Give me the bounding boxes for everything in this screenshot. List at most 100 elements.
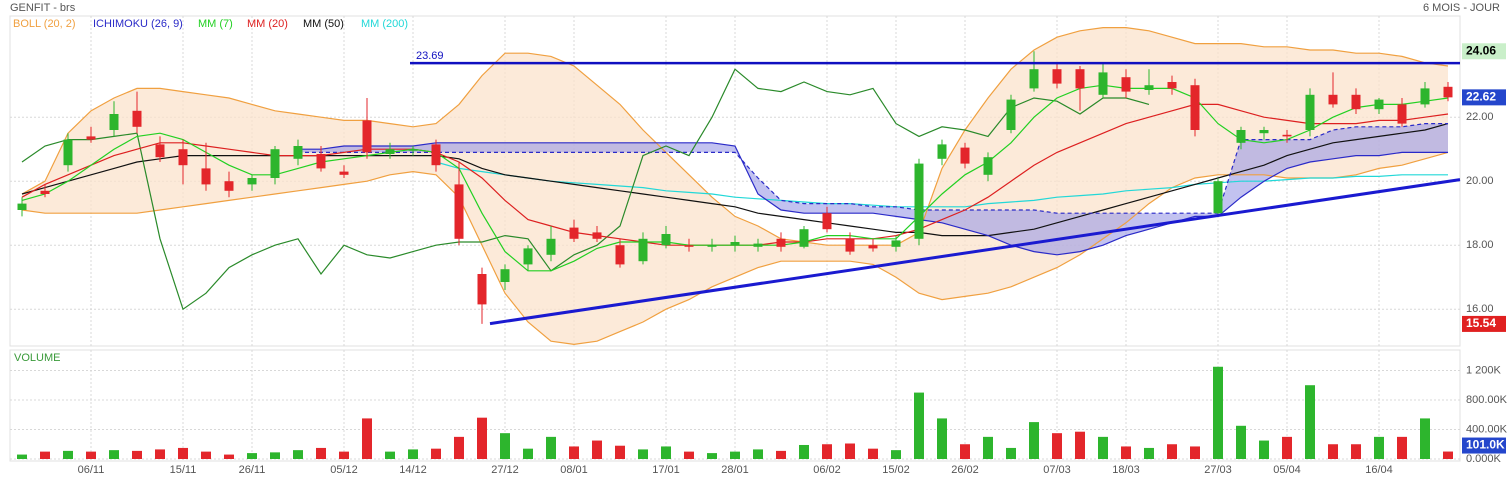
volume-bar	[109, 450, 119, 459]
volume-bar	[408, 449, 418, 459]
x-tick-label: 05/12	[330, 464, 358, 476]
legend-entry: MM (50)	[303, 18, 344, 30]
x-tick-label: 06/11	[78, 464, 105, 476]
candle-body	[385, 149, 395, 154]
y-tick-label: 22.00	[1466, 111, 1494, 123]
volume-bar	[1052, 433, 1062, 459]
candle-body	[1305, 94, 1315, 130]
volume-bar	[477, 417, 487, 459]
candle-body	[1006, 99, 1016, 130]
volume-bar	[891, 450, 901, 459]
volume-bar	[17, 454, 27, 459]
y-tick-label: 1 200K	[1466, 364, 1502, 376]
volume-bar	[293, 450, 303, 459]
candle-body	[431, 144, 441, 166]
volume-bar	[1305, 385, 1315, 459]
volume-bar	[454, 436, 464, 459]
candle-body	[1259, 130, 1269, 134]
candle-body	[454, 184, 464, 239]
ichimoku-cloud	[298, 123, 1448, 255]
price-marker-label: 15.54	[1466, 316, 1496, 330]
volume-bar	[1397, 436, 1407, 459]
candle-body	[1374, 99, 1384, 110]
x-tick-label: 05/04	[1273, 464, 1301, 476]
candle-body	[201, 168, 211, 185]
candle-body	[1098, 72, 1108, 95]
x-tick-label: 16/04	[1365, 464, 1393, 476]
volume-bar	[983, 436, 993, 459]
x-tick-label: 27/03	[1204, 464, 1232, 476]
volume-bar	[1374, 436, 1384, 459]
x-tick-label: 17/01	[652, 464, 680, 476]
volume-bar	[385, 451, 395, 459]
volume-bar	[914, 392, 924, 459]
x-tick-label: 08/01	[560, 464, 588, 476]
volume-bar	[592, 440, 602, 459]
volume-bar	[1351, 444, 1361, 459]
volume-bar	[431, 448, 441, 459]
candle-body	[1029, 69, 1039, 89]
candle-body	[109, 114, 119, 130]
candle-body	[914, 163, 924, 239]
volume-bar	[937, 418, 947, 459]
volume-bar	[1167, 444, 1177, 459]
volume-bar	[776, 450, 786, 459]
price-marker-label: 22.62	[1466, 90, 1496, 104]
volume-bar	[822, 444, 832, 459]
volume-bar	[684, 451, 694, 459]
candle-body	[569, 227, 579, 239]
candle-body	[293, 146, 303, 159]
volume-bar	[247, 453, 257, 459]
x-tick-label: 07/03	[1043, 464, 1071, 476]
candle-body	[891, 240, 901, 247]
ichimoku-lagging	[21, 68, 1150, 311]
trendline	[489, 178, 1461, 326]
x-tick-label: 15/02	[882, 464, 910, 476]
candle-body	[1443, 86, 1453, 98]
y-tick-label: 400.00K	[1466, 423, 1507, 435]
candle-body	[500, 269, 510, 282]
y-tick-label: 18.00	[1466, 239, 1494, 251]
candle-body	[178, 149, 188, 166]
candle-body	[1420, 88, 1430, 105]
volume-bar	[1213, 366, 1223, 459]
volume-bar	[1075, 431, 1085, 459]
candle-body	[776, 238, 786, 247]
candle-body	[1121, 77, 1131, 92]
resistance-label: 23.69	[416, 50, 444, 62]
candle-body	[960, 147, 970, 164]
volume-bar	[316, 447, 326, 459]
candle-body	[684, 245, 694, 247]
volume-bar	[178, 447, 188, 459]
price-marker-label: 101.0K	[1466, 438, 1505, 452]
legend-entry: BOLL (20, 2)	[13, 18, 76, 30]
x-tick-label: 18/03	[1112, 464, 1140, 476]
volume-bar	[1259, 440, 1269, 459]
candle-body	[822, 213, 832, 230]
candle-body	[845, 238, 855, 252]
candle-body	[1328, 94, 1338, 105]
candle-body	[546, 238, 556, 255]
volume-bar	[63, 450, 73, 459]
volume-bar	[638, 449, 648, 459]
volume-bar	[615, 445, 625, 459]
candle-body	[17, 203, 27, 210]
x-tick-label: 26/11	[239, 464, 266, 476]
bollinger-lower	[21, 151, 1449, 346]
candle-body	[983, 157, 993, 175]
volume-bar	[868, 448, 878, 459]
volume-bar	[40, 451, 50, 459]
bollinger-band	[22, 27, 1448, 345]
volume-bar	[155, 449, 165, 459]
y-tick-label: 16.00	[1466, 303, 1494, 315]
candle-body	[1144, 85, 1154, 90]
price-marker	[1462, 89, 1506, 106]
volume-bar	[86, 451, 96, 459]
volume-bar	[500, 433, 510, 459]
candle-body	[592, 232, 602, 239]
volume-bar	[270, 452, 280, 459]
x-tick-label: 26/02	[951, 464, 979, 476]
candle-body	[1190, 85, 1200, 130]
mm50-line	[21, 123, 1449, 237]
